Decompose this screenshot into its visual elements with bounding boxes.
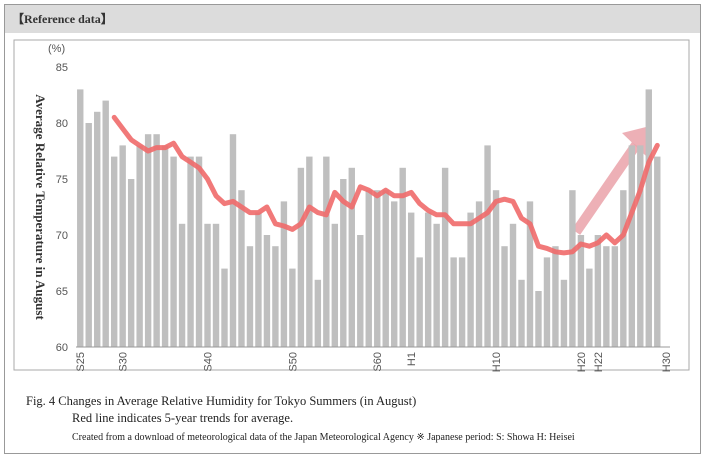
bar: [340, 179, 347, 347]
bar: [450, 257, 457, 347]
x-tick-label: S50: [287, 352, 299, 372]
y-tick-label: 70: [56, 230, 68, 242]
bar: [102, 100, 109, 347]
bar: [289, 268, 296, 347]
bar: [77, 89, 84, 348]
bar: [518, 279, 525, 347]
bar: [645, 89, 652, 348]
bar: [391, 201, 398, 347]
bar: [509, 223, 517, 347]
bar: [586, 268, 593, 347]
bar: [314, 279, 322, 347]
bar: [161, 145, 169, 347]
caption-3: Created from a download of meteorologica…: [72, 432, 575, 443]
bar: [85, 123, 92, 347]
bar: [594, 235, 602, 347]
bar: [637, 145, 644, 347]
bar: [357, 235, 364, 347]
y-tick-label: 85: [56, 62, 68, 74]
bar: [526, 201, 534, 347]
bar: [577, 235, 585, 347]
bar: [416, 257, 423, 347]
caption-2: Red line indicates 5-year trends for ave…: [72, 411, 293, 425]
bar: [255, 212, 262, 347]
x-tick-label: S25: [75, 352, 87, 372]
bar: [467, 212, 474, 347]
bar: [212, 223, 220, 347]
y-tick-label: 80: [56, 118, 68, 130]
bar: [433, 223, 440, 347]
bar: [535, 291, 542, 347]
bar: [127, 179, 135, 347]
bar: [382, 190, 389, 347]
bar: [195, 156, 203, 347]
unit: (%): [48, 43, 65, 55]
trend-arrow: [571, 142, 641, 235]
x-tick-label: H30: [661, 352, 673, 372]
bar: [560, 279, 568, 347]
bar: [424, 212, 432, 347]
bar: [204, 223, 211, 347]
bar: [170, 156, 177, 347]
trend-line: [111, 114, 660, 256]
bar: [272, 246, 279, 347]
bar: [569, 190, 576, 347]
x-tick-label: H1: [406, 352, 418, 366]
bar: [263, 235, 271, 347]
bar: [246, 246, 254, 347]
bar: [221, 268, 228, 347]
bar: [297, 167, 305, 347]
bar: [620, 190, 627, 347]
bar: [654, 156, 661, 347]
bar: [323, 156, 330, 347]
bar: [603, 246, 610, 347]
bar: [306, 156, 313, 347]
bar: [628, 145, 636, 347]
y-tick-label: 75: [56, 174, 68, 186]
x-tick-label: H22: [593, 352, 605, 372]
bar: [501, 246, 508, 347]
y-tick-label: 65: [56, 286, 68, 298]
bar: [348, 167, 355, 347]
x-tick-label: S60: [372, 352, 384, 372]
bar: [110, 156, 118, 347]
bar: [280, 201, 288, 347]
bar: [119, 145, 126, 347]
bar: [475, 201, 483, 347]
bar: [136, 145, 143, 347]
bar: [238, 190, 245, 347]
x-tick-label: H20: [576, 352, 588, 372]
bar: [552, 246, 559, 347]
x-tick-label: S40: [203, 352, 215, 372]
y-tick-label: 60: [56, 342, 68, 354]
bar: [187, 156, 194, 347]
bar: [144, 134, 152, 347]
bar: [441, 167, 449, 347]
bar: [178, 223, 186, 347]
bar: [229, 134, 237, 347]
bar: [611, 246, 619, 347]
bar: [399, 167, 406, 347]
bar: [374, 190, 381, 347]
bar: [407, 212, 415, 347]
y-axis-label: Average Relative Temperature in August: [33, 94, 48, 320]
bar: [484, 145, 491, 347]
header: 【Reference data】: [12, 11, 113, 26]
bar: [543, 257, 551, 347]
bar: [331, 223, 339, 347]
bar: [492, 190, 500, 347]
bar: [94, 111, 101, 347]
bar: [365, 190, 372, 347]
header-bar: [5, 5, 700, 33]
bar: [153, 134, 160, 347]
bar: [458, 257, 466, 347]
x-tick-label: H10: [491, 352, 503, 372]
chart-frame: [13, 39, 690, 371]
x-tick-label: S30: [118, 352, 130, 372]
caption-1: Fig. 4 Changes in Average Relative Humid…: [26, 394, 416, 408]
